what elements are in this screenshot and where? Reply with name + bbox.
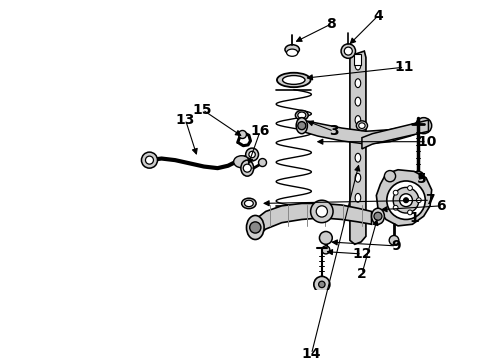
Text: 11: 11 [394, 60, 414, 74]
Polygon shape [376, 170, 432, 226]
Circle shape [387, 181, 425, 220]
Text: 3: 3 [329, 124, 339, 138]
Circle shape [393, 190, 398, 195]
Circle shape [314, 276, 330, 292]
Circle shape [412, 171, 424, 184]
Text: 1: 1 [409, 211, 419, 225]
Circle shape [393, 188, 419, 213]
Text: 13: 13 [176, 113, 195, 127]
Text: 12: 12 [352, 247, 372, 261]
Text: 16: 16 [250, 124, 270, 138]
Ellipse shape [234, 156, 250, 168]
Circle shape [259, 158, 267, 167]
Text: 5: 5 [417, 172, 427, 186]
Circle shape [408, 210, 413, 215]
Ellipse shape [355, 79, 361, 87]
Text: 14: 14 [302, 347, 321, 360]
Text: 2: 2 [357, 267, 367, 281]
Circle shape [384, 171, 395, 182]
Ellipse shape [355, 153, 361, 162]
Text: 9: 9 [392, 239, 401, 253]
Circle shape [416, 118, 432, 134]
Circle shape [243, 164, 251, 172]
Bar [354, 54, 361, 65]
Circle shape [322, 246, 330, 254]
Circle shape [249, 151, 255, 158]
Circle shape [393, 205, 398, 210]
Text: 8: 8 [326, 17, 336, 31]
Text: 10: 10 [417, 135, 437, 149]
Ellipse shape [295, 111, 308, 120]
Ellipse shape [246, 215, 264, 239]
Ellipse shape [355, 97, 361, 106]
Circle shape [404, 198, 409, 203]
Circle shape [420, 122, 427, 129]
Ellipse shape [355, 212, 361, 221]
Ellipse shape [245, 200, 253, 207]
Circle shape [311, 200, 333, 223]
Circle shape [245, 148, 259, 161]
Circle shape [408, 186, 413, 190]
Ellipse shape [277, 73, 311, 87]
Ellipse shape [355, 133, 361, 142]
Ellipse shape [359, 123, 365, 129]
Ellipse shape [242, 198, 256, 209]
Circle shape [298, 122, 306, 130]
Ellipse shape [285, 45, 299, 54]
Circle shape [415, 175, 421, 181]
Ellipse shape [296, 118, 307, 134]
Circle shape [389, 235, 399, 245]
Ellipse shape [287, 49, 298, 56]
Ellipse shape [241, 160, 254, 176]
Circle shape [142, 152, 157, 168]
Circle shape [316, 206, 327, 217]
Ellipse shape [355, 193, 361, 202]
Text: 6: 6 [437, 199, 446, 213]
Circle shape [319, 231, 332, 244]
Circle shape [146, 156, 153, 164]
Ellipse shape [371, 208, 384, 224]
Circle shape [416, 198, 421, 203]
Polygon shape [255, 203, 371, 238]
Ellipse shape [356, 121, 368, 130]
Ellipse shape [355, 174, 361, 182]
Ellipse shape [355, 116, 361, 125]
Ellipse shape [283, 76, 305, 84]
Circle shape [250, 222, 261, 233]
Text: 7: 7 [425, 193, 435, 207]
Polygon shape [362, 120, 428, 149]
Circle shape [239, 130, 246, 139]
Circle shape [400, 194, 413, 207]
Circle shape [318, 281, 325, 288]
Circle shape [374, 212, 382, 220]
Polygon shape [350, 51, 366, 244]
Polygon shape [302, 120, 424, 144]
Circle shape [341, 44, 356, 58]
Ellipse shape [355, 61, 361, 70]
Ellipse shape [298, 112, 306, 118]
Text: 4: 4 [373, 9, 383, 23]
Text: 15: 15 [193, 103, 212, 117]
Circle shape [344, 47, 352, 55]
